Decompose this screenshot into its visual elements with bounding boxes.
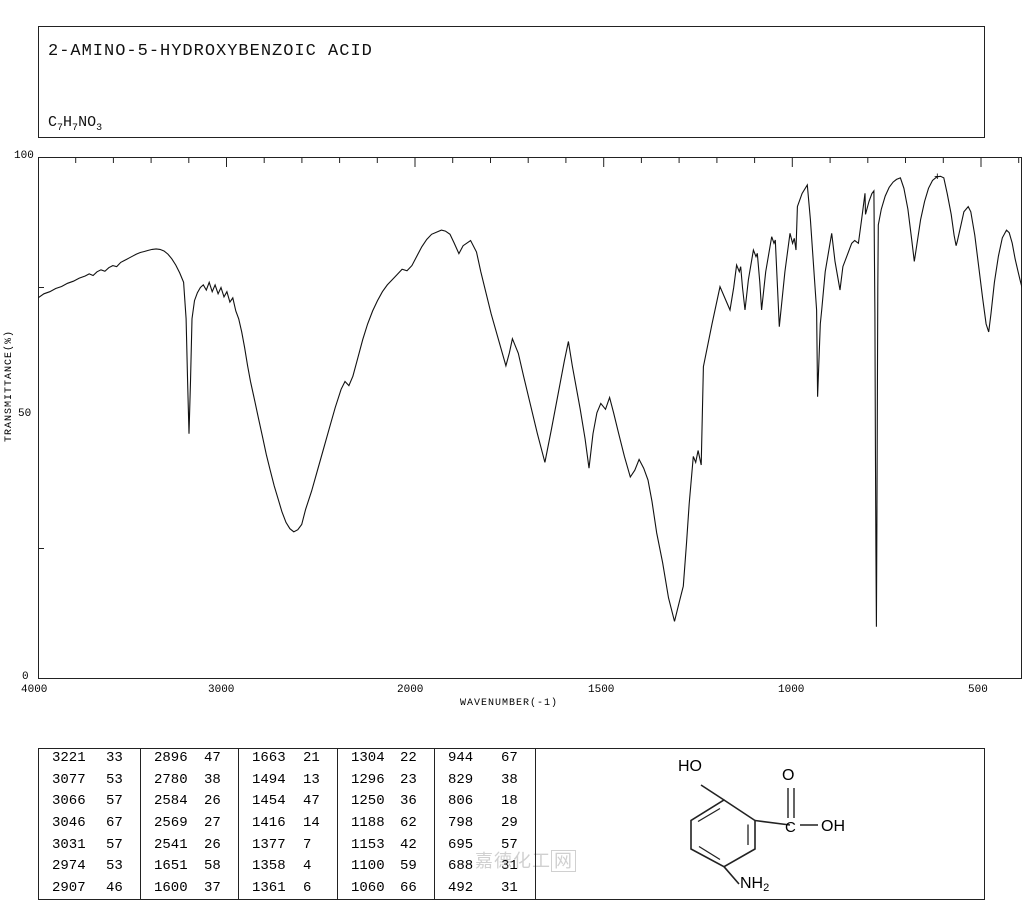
- svg-text:NH2: NH2: [740, 875, 769, 894]
- svg-text:OH: OH: [821, 818, 845, 835]
- svg-text:O: O: [782, 767, 794, 784]
- svg-text:C: C: [785, 819, 796, 836]
- svg-text:HO: HO: [678, 758, 702, 775]
